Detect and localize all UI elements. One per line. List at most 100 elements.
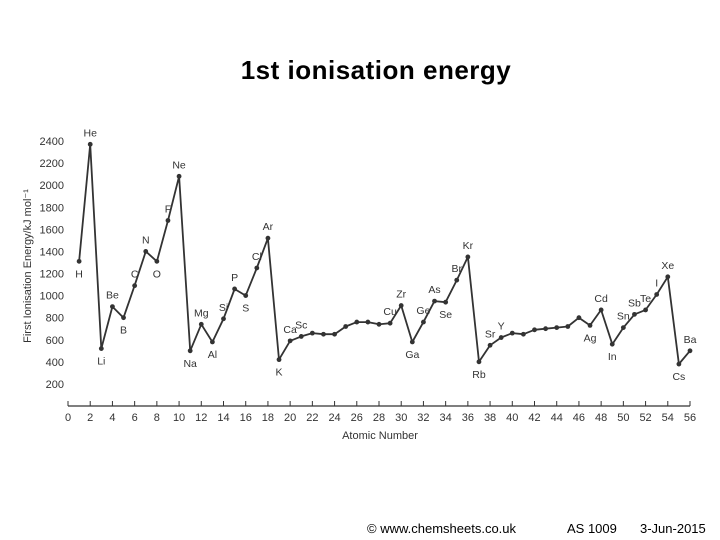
x-tick-label: 56 xyxy=(684,412,696,424)
x-tick-label: 50 xyxy=(617,412,629,424)
data-point xyxy=(365,319,371,325)
data-point xyxy=(276,357,282,363)
element-label: Sb xyxy=(628,297,641,309)
x-tick-label: 24 xyxy=(328,412,340,424)
data-point xyxy=(687,348,693,354)
x-tick-label: 34 xyxy=(440,412,452,424)
element-label: Cl xyxy=(252,251,262,263)
data-point xyxy=(609,341,615,347)
y-tick-label: 1800 xyxy=(40,202,64,214)
element-label: Rb xyxy=(472,369,486,381)
element-label: F xyxy=(165,204,171,216)
footer-code: AS 1009 xyxy=(567,521,617,536)
element-label: Cd xyxy=(594,293,608,305)
element-label: Ge xyxy=(416,305,430,317)
data-point xyxy=(98,346,104,351)
data-point xyxy=(432,298,437,304)
y-tick-label: 200 xyxy=(46,379,64,391)
data-point xyxy=(332,331,337,337)
element-label: Ar xyxy=(263,221,274,233)
y-tick-label: 800 xyxy=(46,313,64,325)
data-point xyxy=(121,315,126,321)
element-label: Sc xyxy=(295,319,307,331)
element-label: Ne xyxy=(172,159,186,171)
data-point xyxy=(676,361,682,367)
element-label: Br xyxy=(452,263,463,275)
data-point xyxy=(620,325,626,331)
element-label: He xyxy=(83,127,97,139)
x-tick-label: 42 xyxy=(528,412,540,424)
data-point xyxy=(187,348,193,354)
x-tick-label: 28 xyxy=(373,412,385,424)
element-label: Kr xyxy=(463,240,474,252)
data-point xyxy=(554,325,560,331)
x-tick-label: 48 xyxy=(595,412,607,424)
data-point xyxy=(321,331,326,337)
data-point xyxy=(265,235,271,241)
y-tick-label: 600 xyxy=(46,335,64,347)
series-group xyxy=(76,141,693,367)
data-point xyxy=(387,320,393,326)
data-point xyxy=(487,342,493,348)
data-point xyxy=(87,141,93,147)
element-label: Cu xyxy=(383,306,397,318)
x-tick-label: 14 xyxy=(217,412,229,424)
element-label: Ag xyxy=(584,332,597,344)
x-tick-label: 38 xyxy=(484,412,496,424)
x-tick-label: 10 xyxy=(173,412,185,424)
x-tick-label: 44 xyxy=(551,412,563,424)
element-label: Sn xyxy=(617,311,630,323)
data-point xyxy=(576,315,582,321)
y-tick-label: 2200 xyxy=(40,158,64,170)
x-tick-label: 54 xyxy=(662,412,674,424)
element-label: Be xyxy=(106,290,119,302)
data-point xyxy=(398,303,404,308)
data-point xyxy=(409,339,415,345)
element-label: Ca xyxy=(283,324,297,336)
slide-title: 1st ionisation energy xyxy=(240,55,512,85)
element-label: Xe xyxy=(661,260,674,272)
element-label: C xyxy=(131,269,139,281)
element-label: P xyxy=(231,272,238,284)
data-point xyxy=(520,331,526,337)
y-tick-label: 1200 xyxy=(40,269,64,281)
footer-source: © www.chemsheets.co.uk xyxy=(367,521,517,536)
data-point xyxy=(110,304,115,310)
x-tick-label: 30 xyxy=(395,412,407,424)
data-point xyxy=(243,293,249,298)
data-point xyxy=(543,326,549,332)
data-point xyxy=(454,277,460,283)
element-label: Te xyxy=(640,293,651,305)
element-label: Si xyxy=(219,302,228,314)
data-point xyxy=(198,321,204,327)
data-point xyxy=(509,330,515,336)
x-tick-label: 16 xyxy=(240,412,252,424)
data-point xyxy=(254,265,260,271)
x-tick-label: 2 xyxy=(87,412,93,424)
y-axis-title: First Ionisation Energy/kJ mol⁻¹ xyxy=(22,189,34,343)
data-point xyxy=(665,274,671,280)
y-tick-label: 1600 xyxy=(40,224,64,236)
x-tick-label: 4 xyxy=(109,412,115,424)
data-point xyxy=(354,319,360,325)
data-point xyxy=(565,324,571,329)
x-tick-label: 8 xyxy=(154,412,160,424)
x-tick-label: 32 xyxy=(417,412,429,424)
data-point xyxy=(598,307,604,313)
x-tick-label: 6 xyxy=(132,412,138,424)
element-label: B xyxy=(120,325,127,337)
x-tick-label: 20 xyxy=(284,412,296,424)
element-label: O xyxy=(153,268,161,280)
element-label: In xyxy=(608,351,617,363)
data-point xyxy=(532,327,537,333)
x-tick-label: 12 xyxy=(195,412,207,424)
element-label: S xyxy=(242,303,249,315)
footer-date: 3-Jun-2015 xyxy=(640,521,706,536)
data-point xyxy=(132,283,138,289)
data-point xyxy=(587,322,593,328)
y-axis-ticks: 200 400 600 800 1000 1200 1400 1600 1800 2000 2200… xyxy=(40,136,64,391)
data-point xyxy=(287,338,293,344)
y-tick-label: 2400 xyxy=(40,136,64,148)
